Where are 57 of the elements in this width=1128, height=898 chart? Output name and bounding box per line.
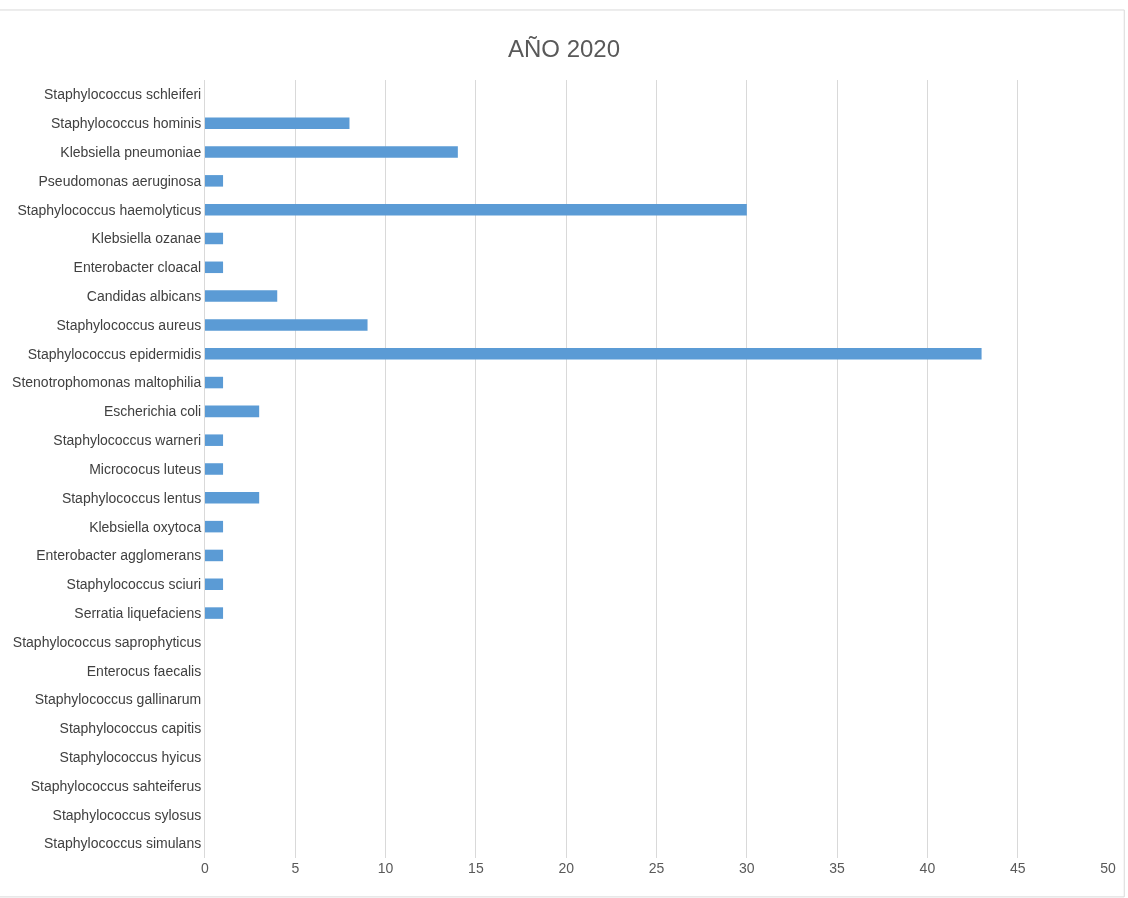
y-tick-label: Staphylococcus schleiferi — [44, 86, 202, 103]
y-tick-label: Serratia liquefaciens — [74, 604, 202, 621]
bar — [205, 146, 458, 158]
x-tick-label: 45 — [1009, 860, 1026, 876]
x-tick-label: 35 — [829, 860, 846, 876]
x-tick-label: 5 — [291, 860, 300, 876]
bar — [205, 376, 224, 389]
y-tick-label: Enterocus faecalis — [86, 662, 202, 679]
bar — [205, 203, 747, 216]
y-tick-label: Enterobacter cloacal — [73, 259, 202, 276]
y-tick-label: Staphylococcus hominis — [51, 115, 202, 132]
bar — [205, 405, 260, 418]
y-tick-label: Staphylococcus capitis — [59, 720, 202, 737]
bar — [205, 549, 224, 562]
bar — [205, 117, 350, 129]
bar — [205, 463, 224, 475]
y-tick-label: Staphylococcus warneri — [53, 432, 202, 449]
y-tick-label: Staphylococcus epidermidis — [27, 345, 202, 362]
y-tick-label: Staphylococcus saprophyticus — [12, 633, 202, 650]
y-tick-label: Klebsiella ozanae — [91, 230, 202, 247]
bar — [205, 607, 224, 619]
y-tick-label: Staphylococcus haemolyticus — [17, 201, 202, 218]
y-tick-label: Staphylococcus hyicus — [59, 749, 202, 766]
bar — [205, 434, 224, 446]
chart-title: AÑO 2020 — [507, 35, 621, 63]
x-tick-label: 15 — [468, 860, 484, 876]
y-tick-label: Staphylococcus lentus — [61, 489, 202, 506]
y-tick-label: Pseudomonas aeruginosa — [38, 172, 202, 189]
bar — [205, 492, 260, 504]
bar — [205, 261, 224, 274]
bar — [205, 347, 982, 360]
y-tick-label: Staphylococcus gallinarum — [34, 691, 202, 708]
x-tick-label: 10 — [377, 860, 394, 876]
y-tick-label: Escherichia coli — [103, 403, 202, 420]
x-tick-label: 20 — [558, 860, 575, 876]
bar — [205, 232, 224, 245]
y-tick-label: Staphylococcus sciuri — [66, 576, 202, 593]
bar — [205, 578, 224, 591]
bar — [205, 319, 368, 331]
x-tick-label: 0 — [201, 860, 210, 876]
y-tick-label: Staphylococcus sylosus — [52, 806, 202, 823]
y-tick-label: Candidas albicans — [86, 288, 202, 305]
y-tick-label: Enterobacter agglomerans — [36, 547, 202, 564]
y-tick-label: Stenotrophomonas maltophilia — [12, 374, 202, 391]
bar — [205, 290, 278, 302]
x-tick-label: 50 — [1100, 860, 1116, 876]
y-tick-label: Staphylococcus aureus — [56, 316, 202, 333]
y-tick-label: Micrococus luteus — [89, 460, 202, 477]
bar — [205, 520, 224, 533]
x-tick-label: 25 — [648, 860, 665, 876]
bar — [205, 175, 224, 187]
y-tick-label: Klebsiella pneumoniae — [60, 143, 202, 160]
y-tick-label: Staphylococcus simulans — [44, 835, 202, 852]
x-tick-label: 40 — [919, 860, 936, 876]
y-tick-label: Klebsiella oxytoca — [89, 518, 202, 535]
y-tick-label: Staphylococcus sahteiferus — [30, 777, 202, 794]
x-tick-label: 30 — [739, 860, 755, 876]
